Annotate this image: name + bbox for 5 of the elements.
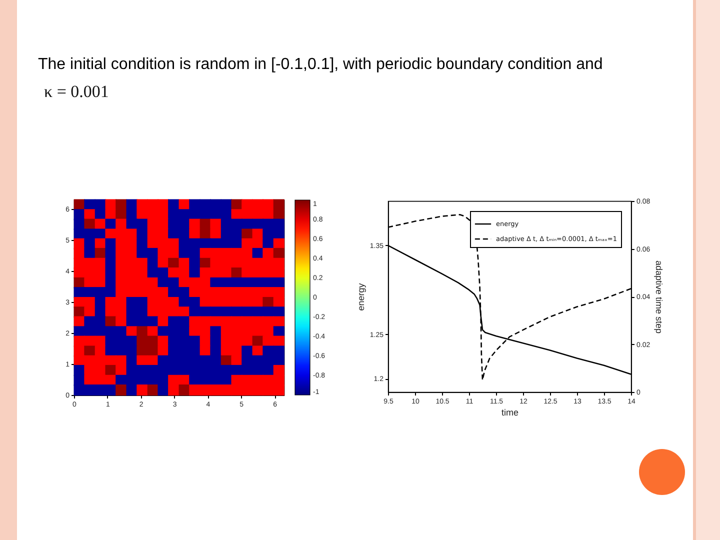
chart-subtitle: κ = 0.001: [44, 82, 109, 102]
x-axis-title: time: [501, 408, 519, 418]
y2-axis-title: adaptive time step: [654, 260, 664, 334]
text: The initial condition is random in [-0.1,0.1], with periodic boundary condition and: [38, 55, 603, 74]
y-axis-title: energy: [356, 282, 366, 311]
